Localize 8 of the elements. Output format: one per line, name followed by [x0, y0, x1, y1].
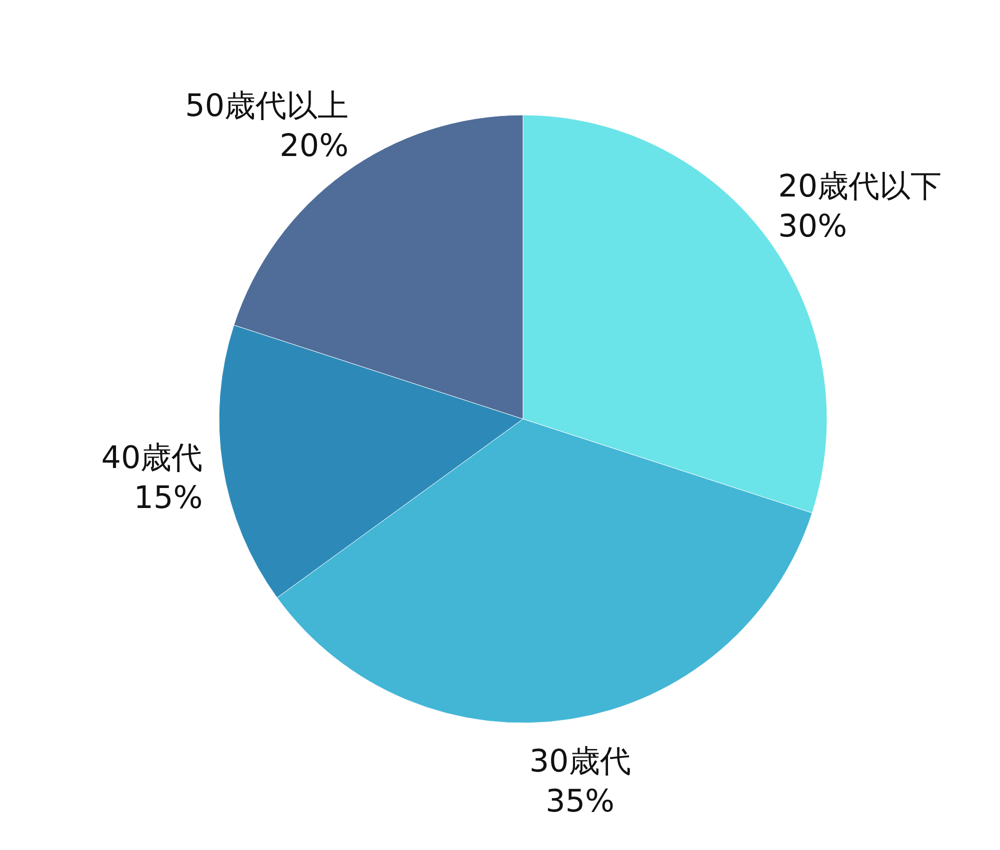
slice-label: 50歳代以上	[185, 88, 349, 124]
data-label: 30%	[778, 208, 848, 245]
slice-label: 20歳代以下	[778, 168, 942, 205]
slice-label: 40歳代	[101, 440, 203, 476]
slice-label: 30歳代	[529, 743, 631, 780]
data-label: 15%	[134, 480, 203, 516]
data-label: 20%	[280, 128, 349, 164]
data-label: 35%	[546, 783, 615, 820]
